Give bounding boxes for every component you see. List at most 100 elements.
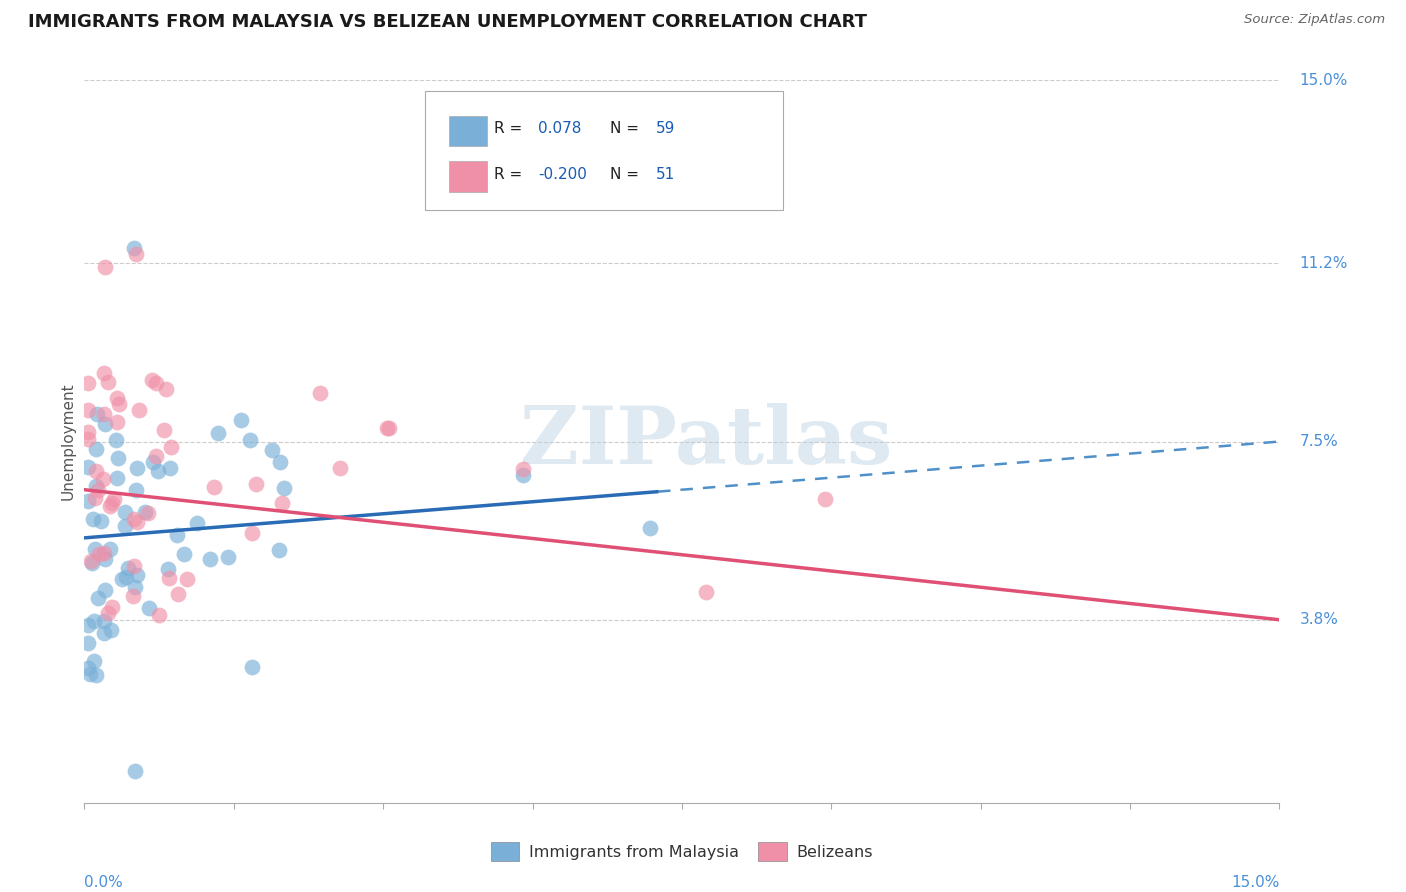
Text: N =: N =	[610, 121, 640, 136]
Point	[166, 586, 188, 600]
Point	[814, 491, 837, 506]
Text: R =: R =	[495, 167, 523, 182]
Text: 51: 51	[655, 167, 675, 182]
Point	[105, 392, 128, 406]
Point	[77, 661, 100, 675]
Point	[104, 433, 127, 447]
Point	[240, 526, 263, 541]
Text: ZIPatlas: ZIPatlas	[520, 402, 891, 481]
Y-axis label: Unemployment: Unemployment	[60, 383, 76, 500]
Text: 3.8%: 3.8%	[1299, 612, 1339, 627]
Point	[229, 413, 252, 427]
Point	[124, 764, 146, 778]
Point	[160, 440, 183, 454]
Point	[155, 382, 177, 396]
Point	[94, 417, 117, 432]
Point	[86, 591, 108, 605]
Point	[84, 491, 107, 506]
Point	[134, 505, 156, 519]
Point	[90, 514, 112, 528]
Point	[124, 241, 146, 255]
Point	[638, 521, 661, 535]
Point	[148, 608, 170, 623]
Point	[141, 373, 163, 387]
Point	[121, 589, 143, 603]
Point	[377, 420, 399, 434]
Point	[145, 450, 167, 464]
Point	[186, 516, 208, 531]
Text: 11.2%: 11.2%	[1299, 256, 1348, 271]
Point	[100, 624, 122, 638]
Point	[105, 415, 128, 429]
Point	[86, 407, 108, 421]
Point	[93, 366, 115, 380]
Point	[269, 542, 291, 557]
Point	[176, 572, 198, 586]
Point	[142, 455, 165, 469]
Point	[97, 606, 120, 620]
Point	[128, 402, 150, 417]
Text: 7.5%: 7.5%	[1299, 434, 1339, 449]
FancyBboxPatch shape	[449, 161, 486, 192]
Point	[93, 407, 115, 421]
Point	[124, 580, 146, 594]
Point	[89, 547, 111, 561]
Point	[198, 552, 221, 566]
Point	[240, 660, 263, 674]
Text: Source: ZipAtlas.com: Source: ZipAtlas.com	[1244, 13, 1385, 27]
Point	[98, 499, 121, 513]
Text: R =: R =	[495, 121, 523, 136]
Point	[156, 562, 179, 576]
Point	[101, 600, 124, 615]
Point	[93, 614, 115, 628]
Point	[94, 260, 117, 275]
Point	[101, 496, 124, 510]
FancyBboxPatch shape	[425, 91, 783, 211]
Point	[115, 570, 138, 584]
Point	[146, 464, 169, 478]
Point	[375, 420, 398, 434]
Point	[93, 551, 115, 566]
Point	[239, 433, 262, 447]
Point	[145, 376, 167, 391]
Point	[107, 450, 129, 465]
Point	[82, 511, 104, 525]
Point	[77, 432, 100, 446]
Point	[114, 519, 136, 533]
Point	[127, 461, 149, 475]
Text: 0.078: 0.078	[538, 121, 582, 136]
Point	[138, 506, 160, 520]
Point	[166, 528, 188, 542]
Point	[308, 385, 330, 400]
Point	[91, 472, 114, 486]
Point	[83, 614, 105, 628]
Point	[245, 477, 267, 491]
Point	[159, 461, 181, 475]
Text: 0.0%: 0.0%	[84, 875, 124, 890]
Point	[271, 496, 294, 510]
Point	[173, 547, 195, 561]
Point	[262, 442, 284, 457]
Point	[125, 568, 148, 582]
Text: -0.200: -0.200	[538, 167, 588, 182]
Point	[93, 546, 115, 560]
Point	[125, 515, 148, 529]
Point	[207, 425, 229, 440]
Point	[124, 483, 146, 497]
Point	[108, 397, 131, 411]
Point	[80, 556, 103, 570]
Point	[153, 424, 176, 438]
Point	[93, 626, 115, 640]
Point	[329, 460, 352, 475]
Point	[122, 512, 145, 526]
Point	[79, 667, 101, 681]
Point	[77, 494, 100, 508]
Point	[77, 636, 100, 650]
Point	[695, 585, 717, 599]
Text: IMMIGRANTS FROM MALAYSIA VS BELIZEAN UNEMPLOYMENT CORRELATION CHART: IMMIGRANTS FROM MALAYSIA VS BELIZEAN UNE…	[28, 13, 868, 31]
Point	[105, 471, 128, 485]
Point	[124, 559, 146, 574]
Legend: Immigrants from Malaysia, Belizeans: Immigrants from Malaysia, Belizeans	[484, 836, 880, 867]
Point	[84, 465, 107, 479]
Point	[114, 505, 136, 519]
